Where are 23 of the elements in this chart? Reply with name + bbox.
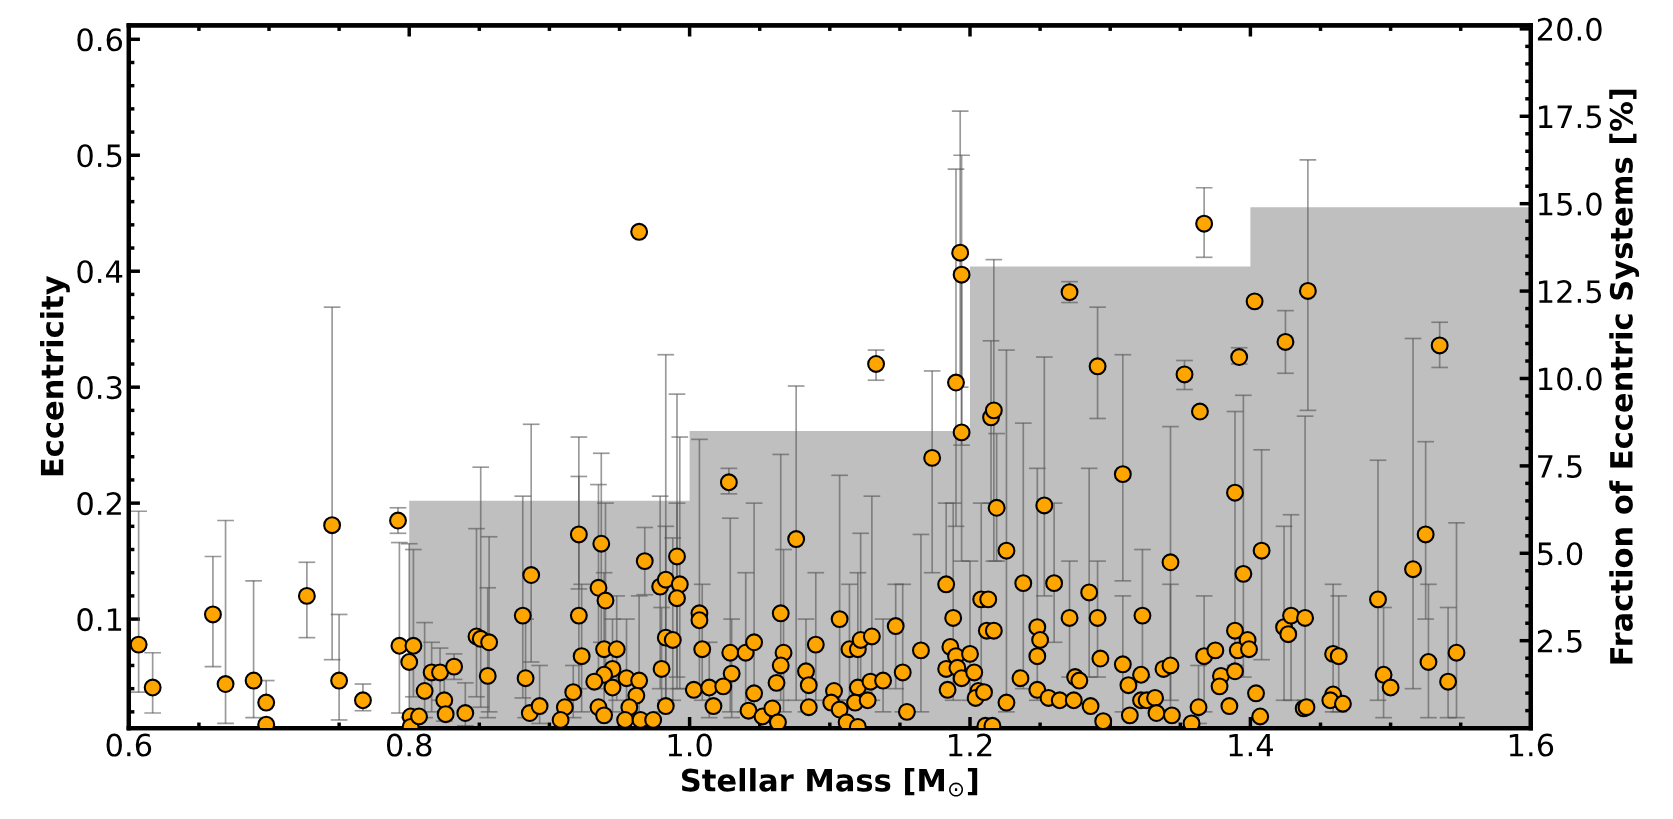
- y2-tick-label: 7.5: [1538, 455, 1582, 478]
- y2-tick-label: 20.0: [1537, 17, 1602, 41]
- y2-tick-label: 12.5: [1539, 280, 1602, 304]
- y-tick-label: 0.3: [77, 376, 122, 400]
- x-tick-label: 1.2: [949, 733, 992, 757]
- x-axis-title: Stellar Mass [M$_{⊙}$]: [681, 768, 978, 797]
- y-tick-label: 0.6: [77, 28, 123, 52]
- x-tick-label: 1.4: [1229, 733, 1273, 757]
- y2-tick-label: 17.5: [1539, 105, 1602, 129]
- y2-tick-label: 2.5: [1537, 629, 1582, 653]
- y2-tick-label: 10.0: [1539, 367, 1602, 391]
- x-tick-label: 0.8: [386, 733, 432, 757]
- y-tick-label: 0.5: [77, 144, 122, 168]
- y2-tick-label: 15.0: [1539, 192, 1602, 216]
- y-tick-label: 0.1: [77, 608, 122, 632]
- x-tick-label: 0.6: [106, 733, 152, 757]
- x-tick-label: 1.6: [1509, 733, 1554, 757]
- y2-tick-label: 5.0: [1538, 542, 1583, 566]
- x-tick-label: 1.0: [668, 733, 712, 757]
- y-tick-label: 0.2: [77, 492, 121, 516]
- y2-axis-title: Fraction of Eccentric Systems [%]: [1609, 89, 1640, 664]
- y-tick-label: 0.4: [77, 260, 123, 284]
- y-axis-title: Eccentricity: [40, 275, 70, 476]
